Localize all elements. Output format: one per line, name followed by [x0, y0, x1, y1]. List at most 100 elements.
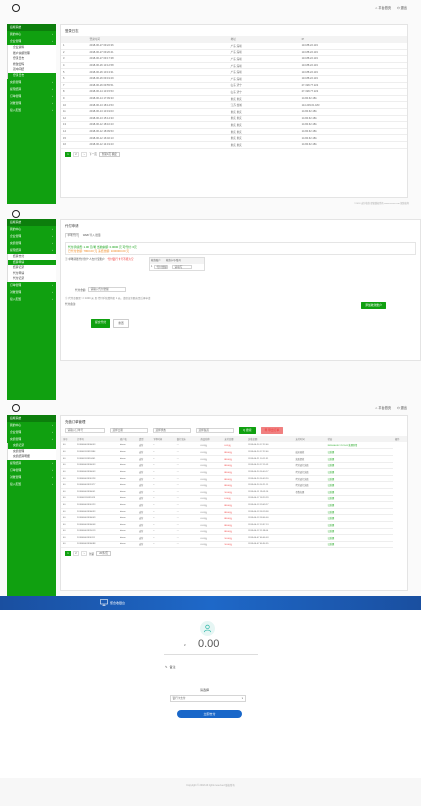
sidebar-item[interactable]: 提现结算 ›	[7, 460, 56, 467]
table-cell: 广东 深圳	[228, 55, 300, 63]
channel-select[interactable]: 选择渠道	[196, 427, 234, 433]
sidebar-item[interactable]: 订单管理 ›	[7, 467, 56, 474]
sidebar-subitem[interactable]: 结算申请	[7, 259, 56, 266]
page-button[interactable]: 1	[65, 151, 71, 157]
jump-to-page[interactable]: 到第1页 确定	[98, 151, 120, 157]
mini-row-value[interactable]: 请填写	[172, 264, 192, 269]
sidebar-item[interactable]: 接入配置 ›	[7, 107, 56, 114]
sidebar-subitem[interactable]: 修改密码	[7, 61, 56, 68]
remark-field[interactable]: ✎ 备注	[165, 665, 176, 669]
status-select[interactable]: 选择状态	[153, 427, 191, 433]
page-button[interactable]: ›	[81, 151, 87, 157]
sidebar-subitem[interactable]: 充值管理	[7, 448, 56, 455]
app-logo[interactable]	[12, 210, 20, 218]
app-logo[interactable]	[12, 4, 20, 12]
order-action[interactable]: 已处理	[325, 475, 393, 483]
sidebar-item[interactable]: 充值管理 ›	[7, 79, 56, 86]
sidebar-item[interactable]: 订单管理 ›	[7, 93, 56, 100]
sidebar-item[interactable]: 企业管理 ›	[7, 429, 56, 436]
sidebar-item[interactable]: 企业管理 ›	[7, 233, 56, 240]
order-action[interactable]: 已处理	[325, 481, 393, 489]
panel-orders: ⌂ 平台首页 ⏻ 退出 后端系统 我的中心 › 企业管理 › 充值管理 ‹ 充值记录 充值管理 充值结…	[0, 400, 421, 596]
sidebar-subitem[interactable]: 结算支付	[7, 254, 56, 260]
order-action[interactable]: 2018-06-20 17:21:01 处理异常	[325, 442, 393, 450]
pay-amount[interactable]: 0.00	[198, 638, 220, 650]
table-cell: —	[174, 501, 199, 509]
sidebar-item[interactable]: 对账管理 ›	[7, 289, 56, 296]
sidebar-item[interactable]: 充值管理 ‹	[7, 436, 56, 443]
sidebar-subitem[interactable]: 双中间结	[7, 67, 56, 73]
order-action[interactable]: 已处理	[325, 462, 393, 470]
sidebar-item[interactable]: 我的中心 ›	[7, 226, 56, 233]
sidebar-item[interactable]: 订单管理 ›	[7, 282, 56, 289]
sidebar-subitem[interactable]: 代付记录	[7, 276, 56, 282]
sidebar-item[interactable]: 接入配置 ›	[7, 296, 56, 303]
order-action[interactable]: 已处理	[325, 521, 393, 529]
sidebar-subitem[interactable]: 登录日志	[7, 56, 56, 62]
order-action[interactable]: 已处理	[325, 528, 393, 536]
add-account-button[interactable]: 添加收款账户	[361, 302, 386, 309]
next-page-link[interactable]: 下一页	[89, 153, 97, 156]
order-no-input[interactable]: 请输入订单号	[65, 427, 105, 433]
search-button[interactable]: Q 搜索	[239, 427, 256, 434]
order-action[interactable]: 已处理	[325, 508, 393, 516]
sidebar-item[interactable]: 我的中心 ›	[7, 31, 56, 38]
sidebar-item[interactable]: 提现结算 ‹	[7, 247, 56, 254]
submit-payout-button[interactable]: 提交代付	[91, 318, 111, 328]
mini-row-input[interactable]: 代付金额	[154, 264, 168, 269]
order-action[interactable]: 已处理	[325, 495, 393, 503]
logout-link[interactable]: ⏻ 退出	[397, 5, 407, 11]
amount-input[interactable]: 请输入代付金额	[88, 287, 127, 292]
table-cell: 14.84.62.181	[299, 108, 407, 116]
page-button[interactable]: ›	[81, 551, 87, 557]
order-action[interactable]: 已处理	[325, 468, 393, 476]
sidebar-subitem[interactable]: 登录日志	[7, 72, 56, 79]
sidebar-subitem[interactable]: 结算记录	[7, 265, 56, 271]
chevron-icon: ›	[52, 282, 53, 287]
tab-batch[interactable]: WEB 导入 批量	[82, 234, 101, 237]
method-select[interactable]: 银行卡支付 ▾	[170, 695, 246, 702]
order-action[interactable]: 已处理	[325, 534, 393, 542]
page-button[interactable]: 2	[73, 551, 79, 557]
export-button[interactable]: 导 导出订单	[260, 427, 284, 434]
sidebar-item[interactable]: 提现结算 ›	[7, 86, 56, 93]
sidebar-subitem[interactable]: 企业资料	[7, 45, 56, 51]
order-action[interactable]: 已处理	[325, 448, 393, 456]
page-button[interactable]: 2	[73, 151, 79, 157]
table-cell: 重庆 重庆	[228, 128, 300, 136]
tab-single[interactable]: 单笔代付	[65, 233, 79, 238]
sidebar-item[interactable]: 接入配置 ›	[7, 481, 56, 488]
sidebar-item[interactable]: 企业管理 ‹	[7, 38, 56, 45]
sidebar-item[interactable]: 对账管理 ›	[7, 474, 56, 481]
table-cell: 14.84.62.181	[299, 134, 407, 142]
reset-button[interactable]: 重置	[113, 318, 129, 328]
order-action[interactable]: 已处理	[325, 541, 393, 549]
sidebar-brand: 后端系统	[7, 24, 56, 31]
sidebar-subitem[interactable]: 充值记录	[7, 443, 56, 449]
pay-now-button[interactable]: 立即支付	[177, 710, 242, 718]
order-action[interactable]: 已处理	[325, 501, 393, 509]
logout-link[interactable]: ⏻ 退出	[397, 405, 407, 411]
table-cell: 江苏 盐城	[228, 101, 300, 109]
sidebar-subitem[interactable]: 代付申请	[7, 270, 56, 277]
page-button[interactable]: 1	[65, 551, 71, 557]
sidebar-item[interactable]: 我的中心 ›	[7, 422, 56, 429]
table-cell: 2018-06-12 13:37:13	[246, 521, 294, 529]
method-label: 请选择	[200, 688, 210, 692]
order-action[interactable]: 已处理	[325, 488, 393, 496]
page-size-select[interactable]: 20条/页	[96, 551, 111, 557]
home-link[interactable]: ⌂ 平台首页	[375, 405, 392, 411]
home-link[interactable]: ⌂ 平台首页	[375, 5, 392, 11]
table-cell: --	[150, 481, 175, 489]
sidebar-item[interactable]: 对账管理 ›	[7, 100, 56, 107]
table-cell: 40	[61, 501, 76, 509]
sidebar-subitem[interactable]: 充值结算明细	[7, 454, 56, 460]
date-input[interactable]: 选择日期	[110, 427, 148, 433]
sidebar-subitem[interactable]: 账户余额管理	[7, 50, 56, 57]
table-cell: --	[150, 488, 175, 496]
order-action[interactable]: 已处理	[325, 455, 393, 463]
order-action[interactable]: 已处理	[325, 514, 393, 522]
table-cell: —	[174, 534, 199, 542]
sidebar-item[interactable]: 充值管理 ›	[7, 240, 56, 247]
app-logo[interactable]	[12, 404, 20, 412]
